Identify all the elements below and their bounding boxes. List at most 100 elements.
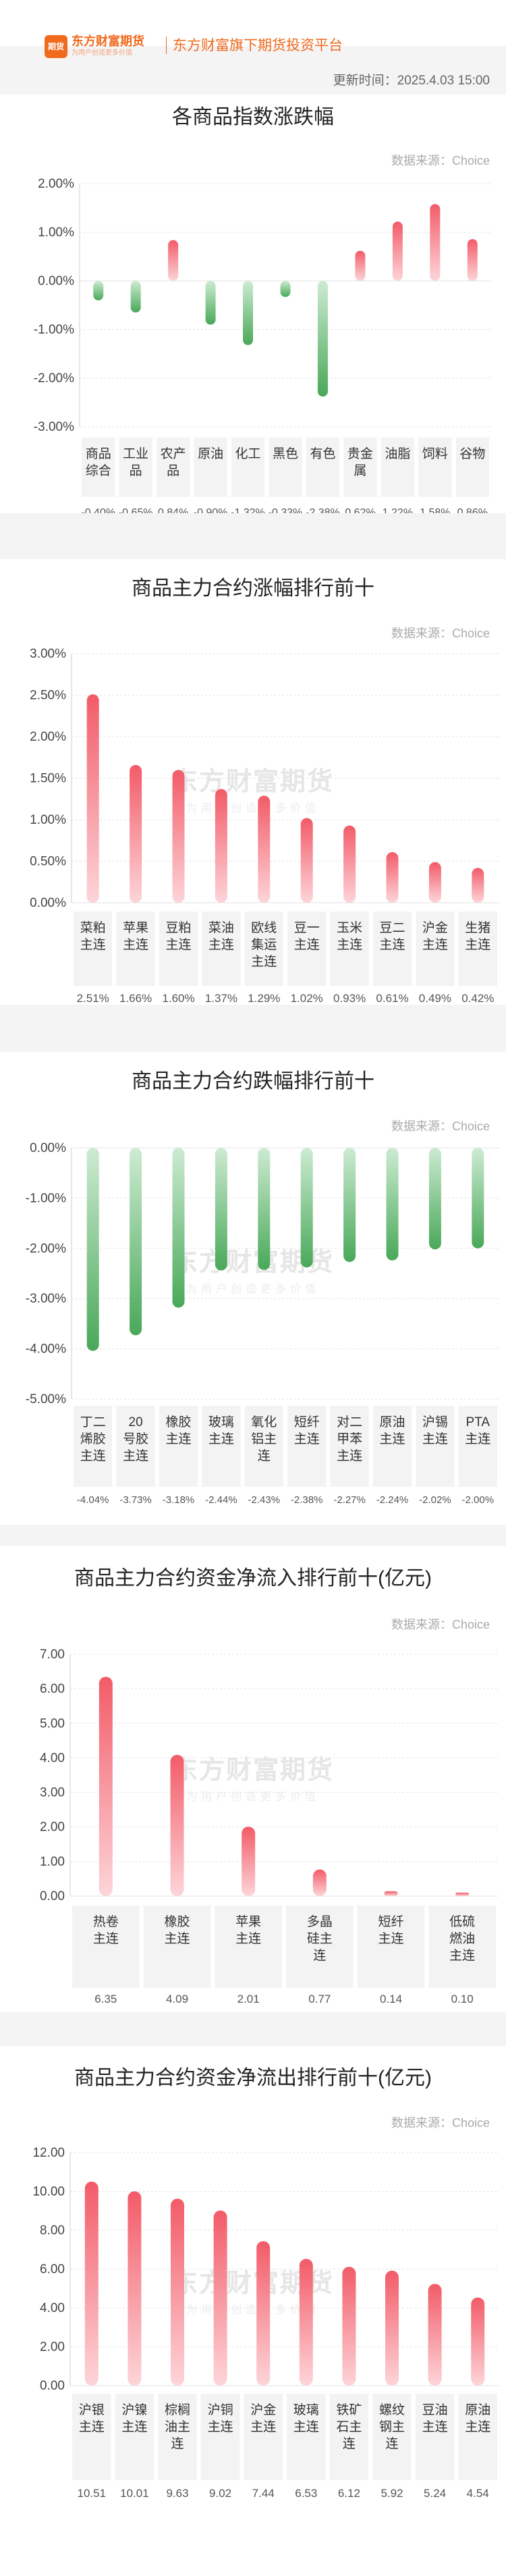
category-cell bbox=[287, 1406, 327, 1487]
bar bbox=[93, 281, 104, 300]
header-divider bbox=[166, 36, 167, 54]
category-cell bbox=[416, 1406, 455, 1487]
y-tick-label: 6.00 bbox=[40, 2263, 65, 2277]
y-tick-label: -1.00% bbox=[34, 323, 74, 337]
y-tick-label: 4.00 bbox=[40, 1751, 65, 1765]
category-cell bbox=[428, 1905, 496, 1988]
y-tick-label: 2.00 bbox=[40, 1820, 65, 1835]
bar bbox=[168, 240, 179, 281]
category-label: 沪金主连 bbox=[250, 2402, 276, 2434]
bar bbox=[471, 2297, 485, 2386]
value-label: -2.43% bbox=[248, 1494, 281, 1506]
category-label: 工业品 bbox=[123, 446, 148, 478]
bar bbox=[430, 204, 441, 281]
bar bbox=[392, 221, 403, 281]
category-label: 沪金主连 bbox=[422, 920, 448, 952]
category-cell bbox=[372, 912, 412, 986]
category-cell bbox=[286, 1905, 354, 1988]
category-label: 玻璃主连 bbox=[208, 1415, 234, 1446]
chart-layer: 0.00% -1.00% -2.00% -3.00% -4.00% -5.00% 丁二烯胶主… bbox=[26, 1141, 499, 1506]
value-label: -0.40% bbox=[81, 507, 115, 513]
category-label: 多晶硅主连 bbox=[307, 1914, 333, 1963]
value-label: 0.62% bbox=[345, 507, 375, 513]
value-label: -2.27% bbox=[333, 1494, 366, 1506]
bar bbox=[213, 2210, 227, 2386]
bar bbox=[172, 770, 185, 903]
panel-source: 数据来源：Choice bbox=[391, 154, 490, 167]
category-cell bbox=[306, 438, 340, 497]
category-cell bbox=[194, 438, 227, 497]
bar bbox=[243, 281, 254, 346]
category-cell bbox=[330, 1406, 369, 1487]
value-label: 10.51 bbox=[78, 2487, 107, 2500]
category-cell bbox=[72, 2394, 111, 2480]
category-label: 谷物 bbox=[459, 446, 485, 461]
bar bbox=[428, 1148, 441, 1250]
value-label: 10.01 bbox=[120, 2487, 149, 2500]
category-cell bbox=[115, 2394, 154, 2480]
category-cell bbox=[381, 438, 415, 497]
value-label: 0.84% bbox=[158, 507, 188, 513]
bar bbox=[130, 281, 141, 313]
value-label: 6.12 bbox=[338, 2487, 360, 2500]
value-label: 6.35 bbox=[94, 1993, 117, 2005]
category-cell bbox=[372, 1406, 412, 1487]
chart-net-outflow: 12.00 10.00 8.00 6.00 4.00 2.00 0.00 沪银主连 10.51 沪… bbox=[32, 2146, 499, 2500]
category-cell bbox=[287, 912, 327, 986]
bar bbox=[472, 868, 484, 903]
category-label: 豆粕主连 bbox=[165, 920, 191, 952]
category-cell bbox=[158, 2394, 197, 2480]
bar bbox=[472, 1148, 484, 1248]
y-tick-label: 7.00 bbox=[40, 1648, 65, 1662]
value-label: -2.38% bbox=[291, 1494, 323, 1506]
category-cell bbox=[458, 2394, 497, 2480]
category-label: 短纤主连 bbox=[378, 1914, 403, 1946]
bar bbox=[386, 851, 399, 903]
category-cell bbox=[156, 438, 190, 497]
brand-slogan: 为用户创造更多价值 bbox=[72, 49, 132, 57]
y-tick-label: 2.00 bbox=[40, 2340, 65, 2355]
category-label: 橡胶主连 bbox=[165, 1415, 191, 1446]
category-label: 有色 bbox=[310, 446, 335, 461]
y-tick-label: -2.00% bbox=[26, 1242, 66, 1256]
value-label: 1.60% bbox=[162, 992, 194, 1005]
chart-top-losers: 0.00% -1.00% -2.00% -3.00% -4.00% -5.00% 丁二烯胶主… bbox=[26, 1141, 499, 1506]
bar bbox=[343, 1148, 356, 1262]
bar bbox=[384, 1891, 398, 1896]
chart-layer: 3.00% 2.50% 2.00% 1.50% 1.00% 0.50% 0.00% 菜粕主连 2… bbox=[30, 647, 499, 1005]
category-cell bbox=[415, 2394, 455, 2480]
brand-logo-icon: 期货 bbox=[45, 35, 67, 58]
category-cell bbox=[329, 2394, 369, 2480]
value-label: 7.44 bbox=[252, 2487, 275, 2500]
category-label: 豆一主连 bbox=[294, 921, 320, 952]
y-tick-label: 1.00% bbox=[38, 226, 74, 240]
value-label: 1.29% bbox=[248, 992, 280, 1005]
category-label: 对二甲苯主连 bbox=[337, 1415, 362, 1463]
category-label: 低硫燃油主连 bbox=[449, 1914, 475, 1963]
category-cell bbox=[82, 438, 115, 497]
y-tick-label: -1.00% bbox=[26, 1191, 66, 1205]
category-label: 原油主连 bbox=[379, 1415, 405, 1446]
category-label: 欧线集运主连 bbox=[251, 920, 277, 969]
category-cell bbox=[458, 1406, 497, 1487]
value-label: 5.92 bbox=[381, 2487, 403, 2500]
panel-title: 商品主力合约资金净流出排行前十(亿元) bbox=[74, 2067, 432, 2089]
category-cell bbox=[119, 438, 152, 497]
y-tick-label: 0.00 bbox=[40, 1889, 65, 1903]
category-label: 棕榈油主连 bbox=[165, 2402, 190, 2451]
category-cell bbox=[458, 912, 497, 986]
value-label: 0.93% bbox=[333, 992, 366, 1005]
bar bbox=[215, 1148, 227, 1271]
y-tick-label: 5.00 bbox=[40, 1716, 65, 1731]
y-tick-label: -5.00% bbox=[26, 1392, 66, 1407]
category-label: 螺纹钢主连 bbox=[379, 2402, 405, 2451]
category-cell bbox=[143, 1905, 211, 1988]
y-tick-label: 0.00% bbox=[30, 1141, 66, 1155]
category-cell bbox=[215, 1905, 282, 1988]
bar bbox=[258, 795, 271, 903]
category-label: 丁二烯胶主连 bbox=[80, 1415, 106, 1463]
category-label: 沪银主连 bbox=[79, 2402, 105, 2434]
category-label: 沪锡主连 bbox=[422, 1415, 448, 1446]
category-label: 饲料 bbox=[422, 446, 448, 461]
category-label: 铁矿石主连 bbox=[336, 2402, 362, 2451]
